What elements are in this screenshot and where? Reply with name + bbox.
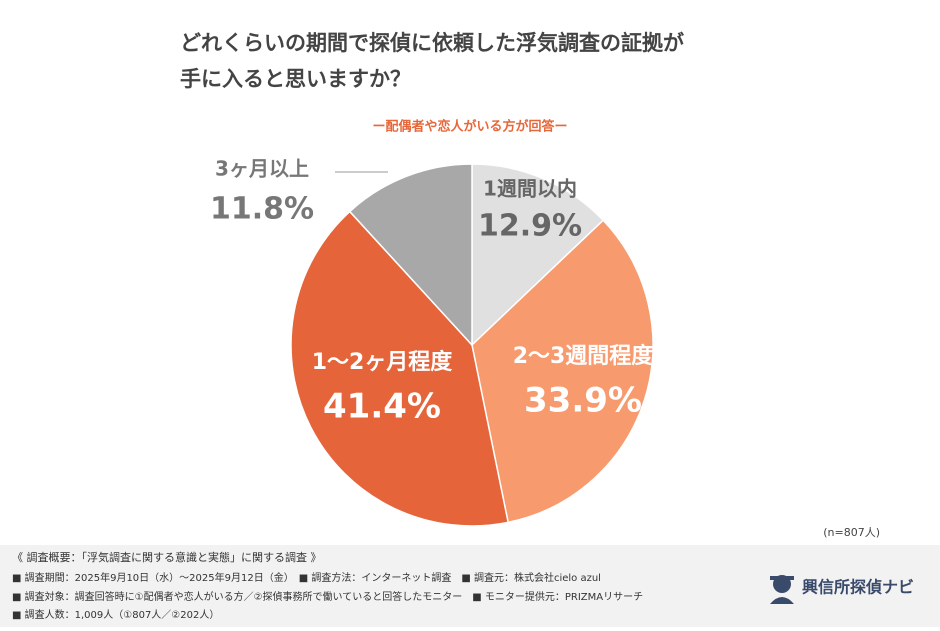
chart-title: 手に入ると思いますか？	[180, 67, 411, 91]
pie-slice	[290, 210, 510, 527]
footer-line: ■ 調査対象：調査回答時に①配偶者や恋人がいる方／②探偵事務所で働いていると回答…	[12, 590, 643, 603]
chart-subtitle: ー配偶者や恋人がいる方が回答ー	[372, 119, 567, 135]
footer-line: 《 調査概要：「浮気調査に関する意識と実態」に関する調査 》	[12, 550, 322, 564]
footer-line: ■ 調査期間：2025年9月10日（水）〜2025年9月12日（金） ■ 調査方…	[12, 571, 601, 584]
pie-slice	[471, 219, 654, 524]
chart-title: どれくらいの期間で探偵に依頼した浮気調査の証拠が	[180, 31, 684, 55]
value-label: 33.9%	[524, 381, 642, 421]
pie-slice	[348, 163, 473, 347]
footer-line: ■ 調査人数：1,009人（①807人／②202人）	[12, 608, 219, 621]
category-label: 3ヶ月以上	[215, 157, 309, 181]
category-label: 1〜2ヶ月程度	[312, 349, 454, 375]
value-label: 11.8%	[210, 192, 314, 227]
value-label: 12.9%	[478, 209, 582, 244]
logo-text: 興信所探偵ナビ	[802, 578, 914, 597]
logo-icon	[770, 575, 794, 604]
category-label: 2〜3週間程度	[513, 343, 655, 369]
category-label: 1週間以内	[483, 177, 577, 201]
value-label: 41.4%	[323, 387, 441, 427]
pie-slice	[471, 163, 605, 347]
sample-note: (n=807人)	[823, 526, 880, 539]
